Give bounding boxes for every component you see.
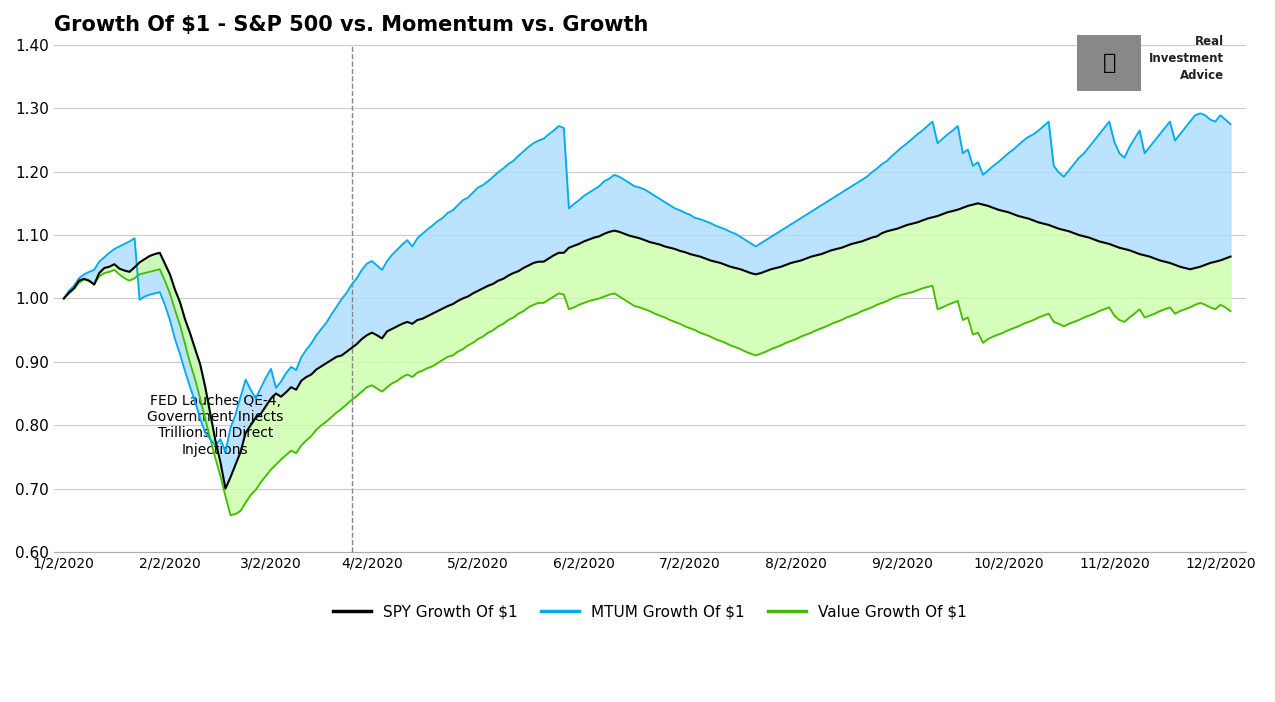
- Text: 🦅: 🦅: [1103, 53, 1116, 73]
- Text: Real
Investment
Advice: Real Investment Advice: [1149, 35, 1224, 82]
- Text: FED Lauches QE-4,
Government Injects
Trillions In Direct
Injections: FED Lauches QE-4, Government Injects Tri…: [147, 394, 283, 456]
- Legend: SPY Growth Of $1, MTUM Growth Of $1, Value Growth Of $1: SPY Growth Of $1, MTUM Growth Of $1, Val…: [326, 598, 973, 625]
- Text: Growth Of $1 - S&P 500 vs. Momentum vs. Growth: Growth Of $1 - S&P 500 vs. Momentum vs. …: [54, 15, 648, 35]
